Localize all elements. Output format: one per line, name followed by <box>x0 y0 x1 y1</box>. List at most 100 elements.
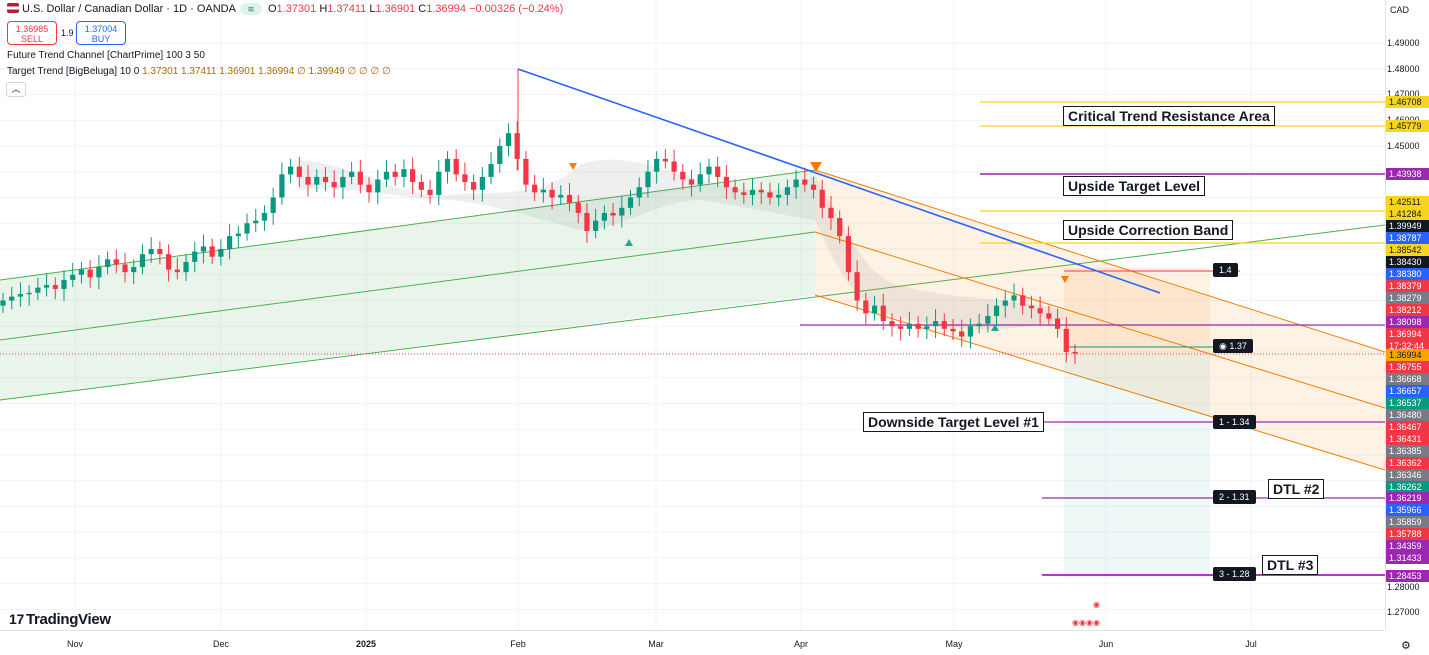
candle-body <box>819 189 825 208</box>
candle-body <box>227 236 233 249</box>
candle-body <box>758 189 764 193</box>
candle-body <box>749 189 756 195</box>
candle-body <box>17 294 24 297</box>
candle-body <box>314 176 320 185</box>
candle-body <box>871 305 878 314</box>
candle-body <box>104 259 111 268</box>
chevron-up-icon[interactable]: ︿ <box>6 82 26 97</box>
us-flag-icon <box>7 3 19 13</box>
indicator-values: 1.37301 1.37411 1.36901 1.36994 ∅ 1.3994… <box>142 66 391 77</box>
candle-body <box>741 192 747 195</box>
price-badge: 1.36385 <box>1386 445 1429 457</box>
candle-body <box>1072 352 1078 354</box>
candle-body <box>401 169 407 177</box>
candle-body <box>505 133 512 146</box>
time-label-may: May <box>945 639 963 649</box>
candle-body <box>383 171 390 180</box>
candle-body <box>688 179 695 185</box>
target-tag-1-28: 3 - 1.28 <box>1213 567 1256 581</box>
target-tag-1-37: ◉ 1.37 <box>1213 339 1253 353</box>
candle-body <box>584 212 590 231</box>
symbol-header[interactable]: U.S. Dollar / Canadian Dollar · 1D · OAN… <box>7 3 563 15</box>
candle-body <box>828 207 834 219</box>
candle-body <box>976 323 982 327</box>
candle-body <box>776 194 782 198</box>
price-badge: 1.36467 <box>1386 421 1429 433</box>
economic-event-icon[interactable]: ◉ <box>1093 600 1100 609</box>
candle-body <box>1028 305 1035 309</box>
candle-body <box>1046 313 1052 319</box>
price-label: 1.49000 <box>1387 38 1420 48</box>
data-status-icon[interactable]: ≋ <box>239 3 262 15</box>
indicator-params: 10 0 <box>119 66 140 77</box>
candle-body <box>732 187 738 193</box>
indicator-target-trend[interactable]: Target Trend [BigBeluga] 10 0 1.37301 1.… <box>7 66 391 77</box>
price-label: 1.28000 <box>1387 582 1420 592</box>
candle-body <box>863 300 869 314</box>
candle-body <box>35 287 41 293</box>
candle-body <box>174 269 180 273</box>
candle-body <box>131 267 137 273</box>
candle-body <box>296 166 302 177</box>
buy-button[interactable]: 1.37004 BUY <box>76 21 126 45</box>
annotation-dtl-3[interactable]: DTL #3 <box>1262 555 1319 575</box>
candle-body <box>514 133 520 159</box>
candle-body <box>113 259 119 265</box>
descending-trendline <box>517 68 1161 294</box>
price-badge: 1.35859 <box>1386 516 1429 528</box>
annotation-upside-correction[interactable]: Upside Correction Band <box>1063 220 1234 240</box>
symbol-title: U.S. Dollar / Canadian Dollar · 1D · OAN… <box>22 3 236 15</box>
candle-body <box>436 171 442 195</box>
price-badge: 1.31433 <box>1386 552 1429 564</box>
price-badge: 1.41284 <box>1386 208 1429 220</box>
tradingview-logo[interactable]: 17 TradingView <box>9 611 111 628</box>
sell-button[interactable]: 1.36985 SELL <box>7 21 57 45</box>
candle-body <box>915 323 921 329</box>
candle-body <box>253 220 259 224</box>
candle-body <box>1020 295 1026 306</box>
annotation-downside-target-1[interactable]: Downside Target Level #1 <box>863 412 1044 432</box>
indicator-params: 100 3 50 <box>165 50 205 61</box>
candle-body <box>471 182 477 190</box>
annotation-critical-resistance[interactable]: Critical Trend Resistance Area <box>1063 106 1275 126</box>
price-axis[interactable]: 1.49000 1.48000 1.47000 1.46000 1.45000 … <box>1385 0 1429 630</box>
candle-body <box>235 233 241 237</box>
candle-body <box>636 187 642 198</box>
annotation-dtl-2[interactable]: DTL #2 <box>1268 479 1325 499</box>
candle-body <box>784 187 790 195</box>
candle-body <box>122 264 128 273</box>
price-badge: 1.36537 <box>1386 397 1429 409</box>
candle-body <box>87 269 93 278</box>
chart-plot-area[interactable] <box>0 0 1385 630</box>
candle-body <box>601 212 607 221</box>
time-label-2025: 2025 <box>355 639 377 649</box>
candle-body <box>497 146 503 165</box>
candle-body <box>889 321 895 327</box>
buy-label: BUY <box>91 34 111 44</box>
economic-events-cluster-icon[interactable]: ◉◉◉◉ <box>1072 618 1100 627</box>
settings-gear-icon[interactable]: ⚙ <box>1401 640 1411 652</box>
sell-price: 1.36985 <box>15 24 49 34</box>
price-badge: 1.38279 <box>1386 292 1429 304</box>
candle-body <box>985 315 991 324</box>
price-badge: 1.36994 <box>1386 328 1429 340</box>
price-badge: 1.38430 <box>1386 256 1429 268</box>
time-axis[interactable]: Nov Dec 2025 Feb Mar Apr May Jun Jul <box>0 630 1385 655</box>
candle-body <box>950 328 956 332</box>
candle-body <box>802 179 808 185</box>
risk-zone <box>1064 268 1210 354</box>
currency-selector[interactable]: CAD <box>1390 5 1410 15</box>
candle-body <box>810 184 817 190</box>
indicator-future-trend-channel[interactable]: Future Trend Channel [ChartPrime] 100 3 … <box>7 50 205 61</box>
annotation-upside-target[interactable]: Upside Target Level <box>1063 176 1206 196</box>
time-label-mar: Mar <box>648 639 664 649</box>
price-label: 1.45000 <box>1387 141 1420 151</box>
candle-body <box>209 246 215 257</box>
ascending-channel-lower <box>0 224 1385 401</box>
candle-body <box>967 326 974 337</box>
candle-body <box>898 326 904 329</box>
candle-body <box>593 220 599 231</box>
price-badge: 1.36994 <box>1386 349 1429 361</box>
price-badge: 1.36755 <box>1386 361 1429 373</box>
price-badge: 1.43938 <box>1386 168 1429 180</box>
